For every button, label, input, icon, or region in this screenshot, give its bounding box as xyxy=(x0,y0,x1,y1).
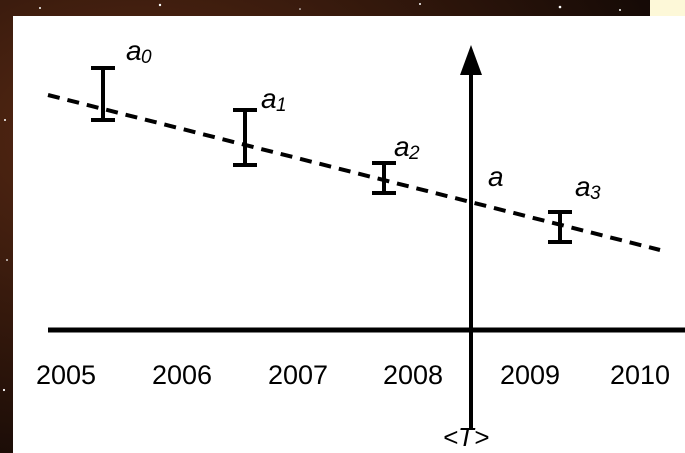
year-label: 2005 xyxy=(36,360,96,390)
estimate-symbol: a xyxy=(394,131,410,162)
estimate-symbol: a xyxy=(126,35,142,66)
estimate-symbol: a xyxy=(575,171,591,202)
year-label: 2007 xyxy=(268,360,328,390)
estimate-index: 0 xyxy=(141,47,152,68)
vertical-label: <T> xyxy=(443,422,489,452)
estimate-symbol: a xyxy=(261,83,277,114)
year-label: 2009 xyxy=(500,360,560,390)
estimate-index: 1 xyxy=(276,95,287,116)
panel xyxy=(13,16,685,453)
trend-label: a xyxy=(488,161,504,192)
corner-box xyxy=(650,0,685,16)
page: 200520062007200820092010 a0a1a2a3 <T> a … xyxy=(0,0,685,453)
estimate-index: 3 xyxy=(590,183,601,204)
year-label: 2006 xyxy=(152,360,212,390)
estimate-index: 2 xyxy=(408,143,420,164)
diagram: 200520062007200820092010 a0a1a2a3 <T> a xyxy=(0,0,685,453)
year-label: 2008 xyxy=(383,360,443,390)
year-label: 2010 xyxy=(610,360,670,390)
